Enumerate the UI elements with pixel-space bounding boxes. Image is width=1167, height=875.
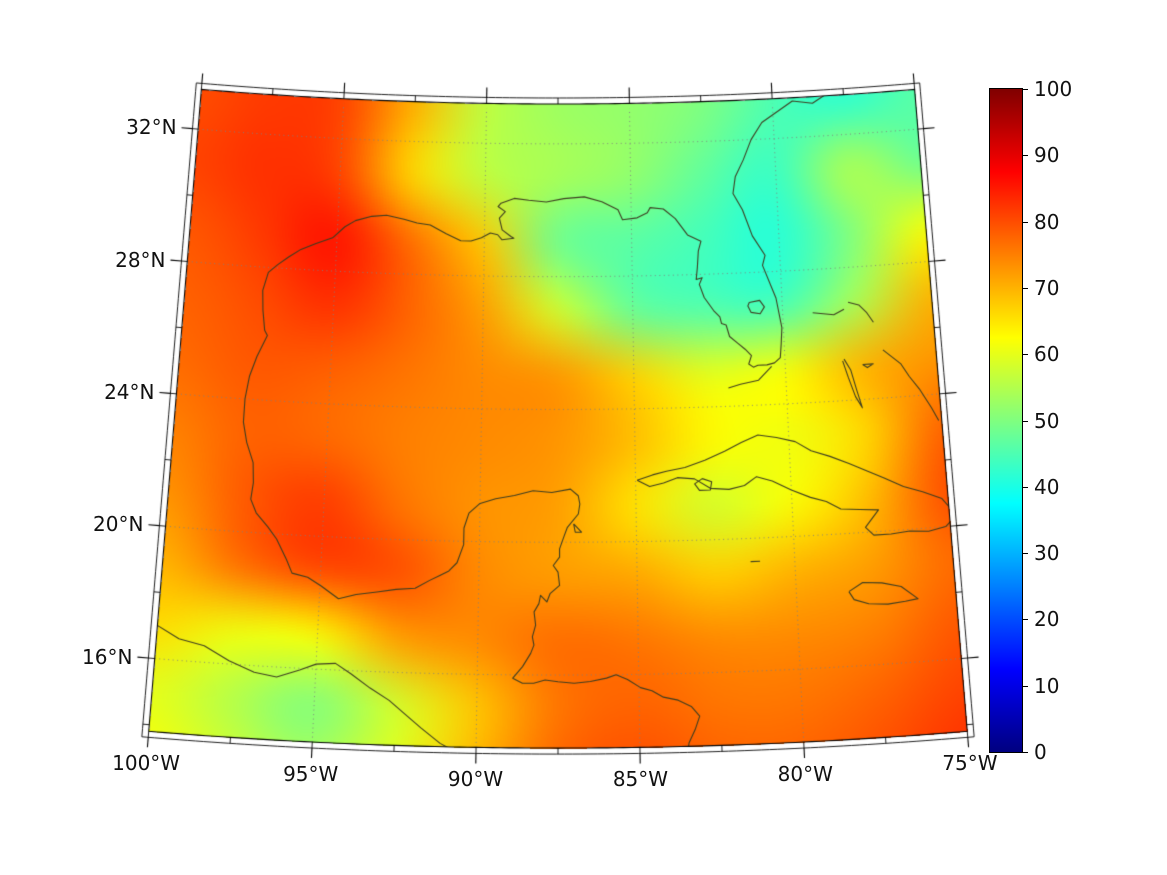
colorbar-tick-label: 10	[1034, 673, 1060, 698]
colorbar-tick	[1023, 420, 1028, 422]
colorbar-gradient	[989, 88, 1023, 753]
colorbar-tick	[1023, 354, 1028, 356]
colorbar-tick-label: 60	[1034, 342, 1060, 367]
colorbar-tick	[1023, 685, 1028, 687]
colorbar-tick-label: 0	[1034, 740, 1047, 764]
colorbar-tick-label: 100	[1034, 77, 1073, 101]
colorbar-tick	[1023, 89, 1028, 90]
colorbar-tick-label: 40	[1034, 474, 1060, 499]
colorbar-tick	[1023, 553, 1028, 555]
colorbar-tick-label: 80	[1034, 209, 1060, 234]
colorbar-tick	[1023, 486, 1028, 488]
colorbar-tick-label: 70	[1034, 275, 1060, 300]
colorbar: 0 10 20 30 40 50 60 70 80 90 100	[989, 79, 1103, 762]
colorbar-tick-label: 20	[1034, 607, 1060, 632]
colorbar-tick	[1023, 619, 1028, 621]
colorbar-tick	[1023, 155, 1028, 157]
colorbar-tick	[1023, 752, 1028, 753]
colorbar-tick	[1023, 287, 1028, 289]
colorbar-tick-label: 90	[1034, 143, 1060, 168]
colorbar-tick	[1023, 221, 1028, 223]
colorbar-tick-label: 50	[1034, 408, 1060, 433]
colorbar-tick-label: 30	[1034, 541, 1060, 566]
